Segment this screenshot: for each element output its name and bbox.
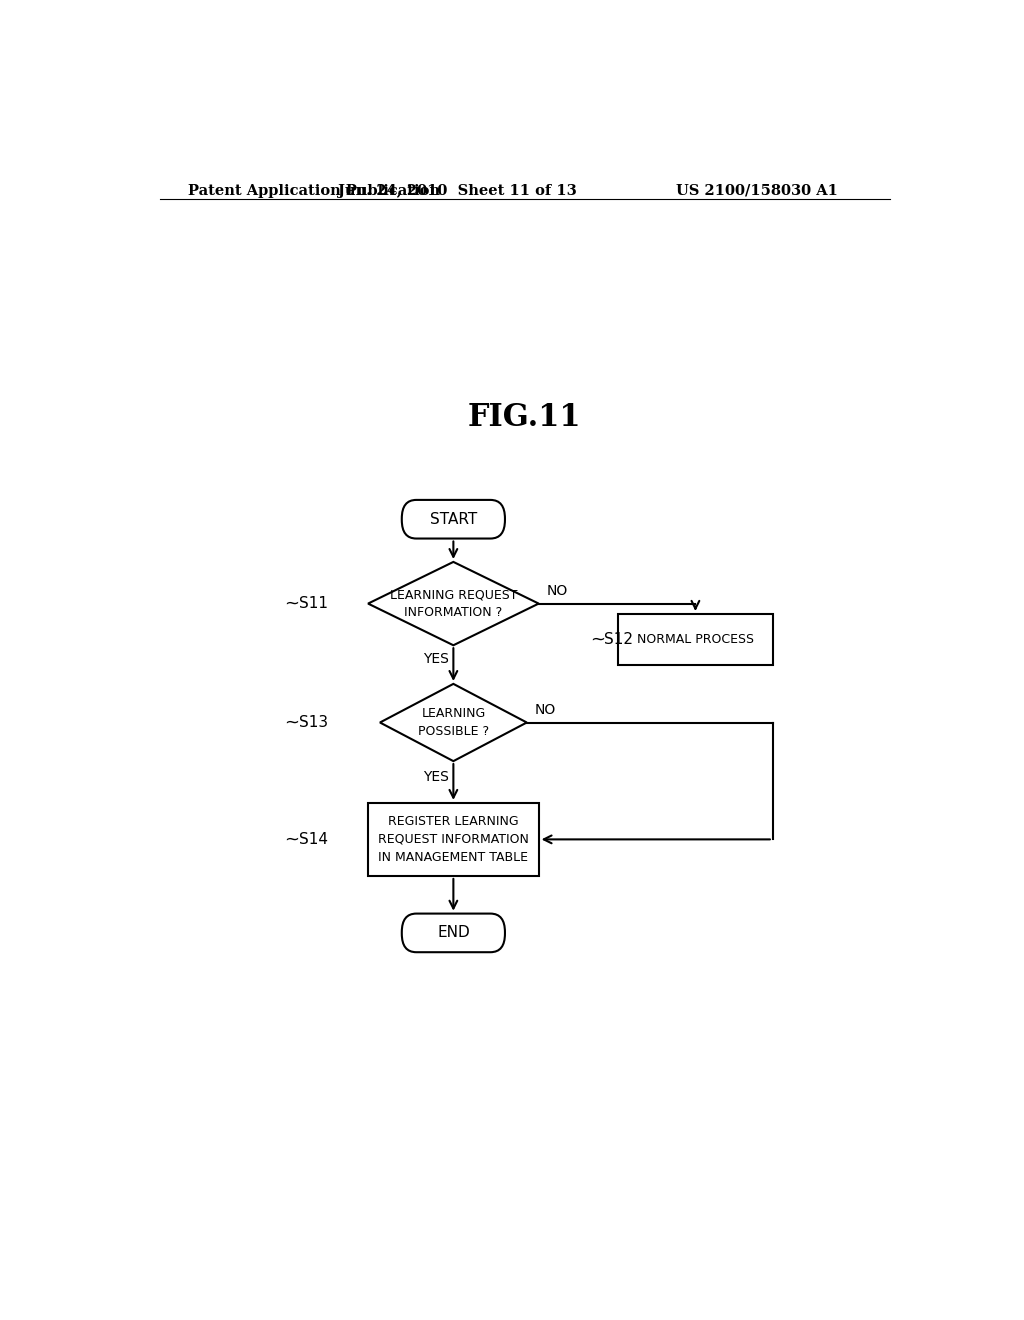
FancyBboxPatch shape [401, 500, 505, 539]
Text: S12: S12 [604, 632, 633, 647]
Bar [368, 803, 539, 876]
Text: US 2100/158030 A1: US 2100/158030 A1 [677, 183, 839, 198]
Text: NORMAL PROCESS: NORMAL PROCESS [637, 632, 754, 645]
Text: END: END [437, 925, 470, 940]
Text: ~: ~ [285, 830, 299, 849]
Text: S11: S11 [299, 597, 328, 611]
Text: S14: S14 [299, 832, 328, 847]
Text: NO: NO [535, 704, 556, 717]
Text: ~: ~ [590, 630, 605, 648]
Text: REGISTER LEARNING
REQUEST INFORMATION
IN MANAGEMENT TABLE: REGISTER LEARNING REQUEST INFORMATION IN… [378, 814, 528, 863]
Text: ~: ~ [285, 714, 299, 731]
Text: Patent Application Publication: Patent Application Publication [187, 183, 439, 198]
Text: YES: YES [424, 770, 450, 784]
Polygon shape [380, 684, 526, 762]
Text: START: START [430, 512, 477, 527]
Text: LEARNING REQUEST
INFORMATION ?: LEARNING REQUEST INFORMATION ? [389, 589, 517, 619]
Text: FIG.11: FIG.11 [468, 403, 582, 433]
Text: YES: YES [424, 652, 450, 667]
Polygon shape [368, 562, 539, 645]
Text: LEARNING
POSSIBLE ?: LEARNING POSSIBLE ? [418, 708, 488, 738]
Text: Jun. 24, 2010  Sheet 11 of 13: Jun. 24, 2010 Sheet 11 of 13 [338, 183, 577, 198]
Bar [618, 614, 773, 664]
Text: NO: NO [547, 585, 568, 598]
FancyBboxPatch shape [401, 913, 505, 952]
Text: ~: ~ [285, 594, 299, 612]
Text: S13: S13 [299, 715, 328, 730]
